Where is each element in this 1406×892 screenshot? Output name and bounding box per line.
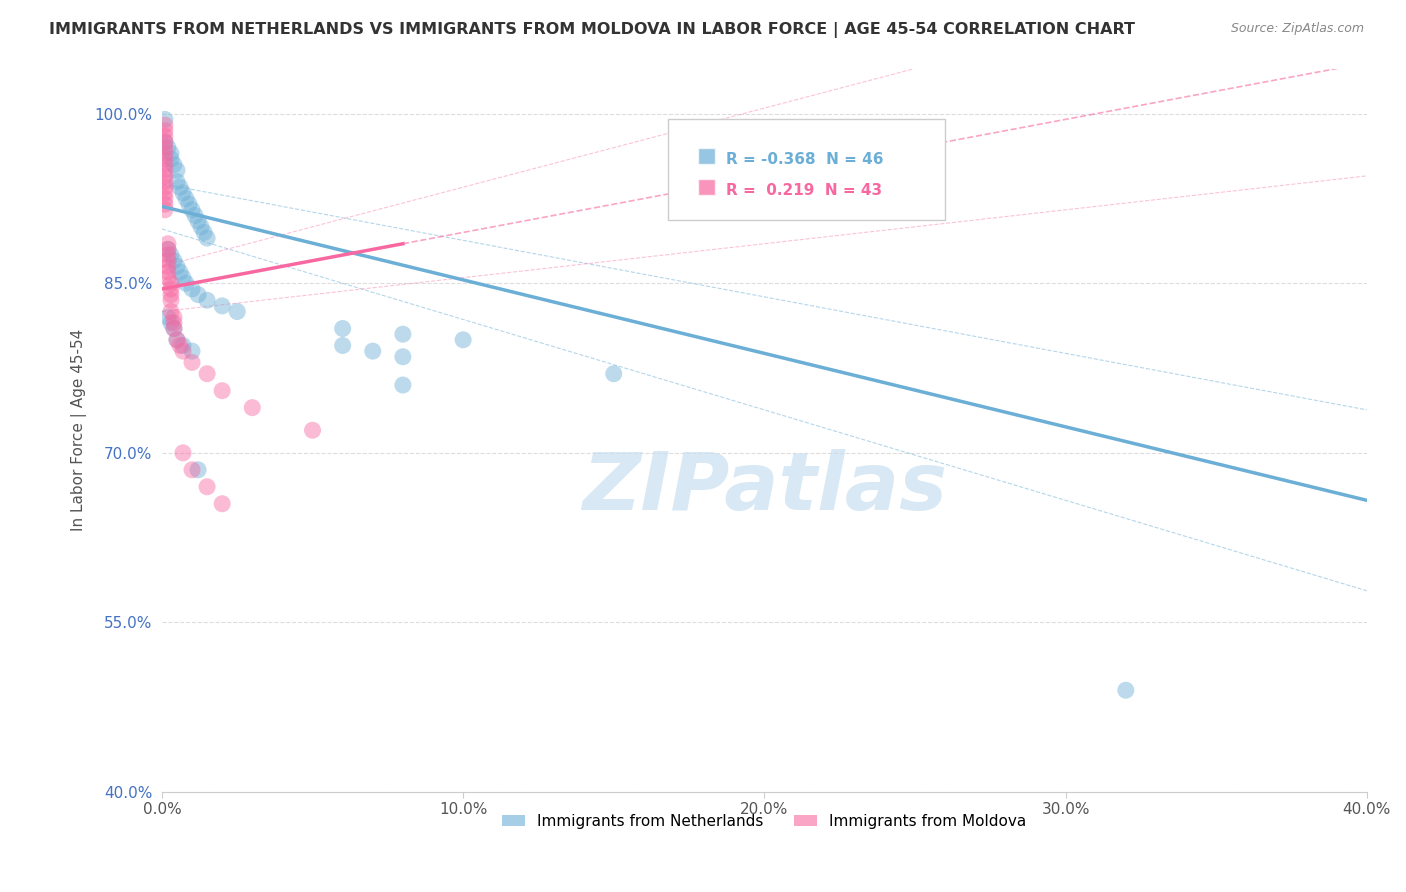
FancyBboxPatch shape	[699, 148, 716, 164]
Text: R =  0.219  N = 43: R = 0.219 N = 43	[725, 183, 882, 198]
Point	[160, 282, 183, 296]
Point	[172, 186, 194, 200]
Point	[153, 118, 176, 132]
Point	[156, 248, 179, 262]
FancyBboxPatch shape	[699, 179, 716, 195]
Point	[156, 141, 179, 155]
Point	[163, 316, 186, 330]
Point	[332, 321, 354, 335]
Point	[187, 214, 209, 228]
Point	[153, 112, 176, 127]
Point	[153, 197, 176, 211]
Point	[174, 277, 197, 291]
Point	[160, 304, 183, 318]
Point	[153, 129, 176, 144]
Point	[177, 197, 200, 211]
Point	[174, 192, 197, 206]
Point	[392, 378, 415, 392]
Point	[163, 310, 186, 325]
Point	[172, 270, 194, 285]
Point	[156, 265, 179, 279]
Point	[153, 192, 176, 206]
Text: Source: ZipAtlas.com: Source: ZipAtlas.com	[1230, 22, 1364, 36]
Point	[153, 135, 176, 149]
Point	[166, 333, 188, 347]
Point	[187, 463, 209, 477]
Point	[181, 344, 204, 359]
Point	[163, 321, 186, 335]
Point	[163, 253, 186, 268]
Point	[166, 333, 188, 347]
Point	[240, 401, 263, 415]
Point	[184, 209, 207, 223]
Y-axis label: In Labor Force | Age 45-54: In Labor Force | Age 45-54	[72, 329, 87, 532]
Point	[166, 163, 188, 178]
Point	[153, 163, 176, 178]
Point	[160, 146, 183, 161]
Point	[153, 146, 176, 161]
Legend: Immigrants from Netherlands, Immigrants from Moldova: Immigrants from Netherlands, Immigrants …	[496, 808, 1032, 835]
Point	[156, 243, 179, 257]
Text: IMMIGRANTS FROM NETHERLANDS VS IMMIGRANTS FROM MOLDOVA IN LABOR FORCE | AGE 45-5: IMMIGRANTS FROM NETHERLANDS VS IMMIGRANT…	[49, 22, 1135, 38]
Point	[153, 169, 176, 183]
Point	[169, 265, 191, 279]
Point	[226, 304, 249, 318]
Point	[156, 270, 179, 285]
Point	[160, 293, 183, 308]
Point	[190, 219, 212, 234]
Point	[153, 202, 176, 217]
Point	[156, 260, 179, 274]
Point	[163, 158, 186, 172]
Point	[160, 152, 183, 166]
Point	[153, 158, 176, 172]
Point	[392, 350, 415, 364]
Point	[181, 463, 204, 477]
Point	[195, 293, 218, 308]
Point	[172, 446, 194, 460]
Point	[153, 175, 176, 189]
Point	[166, 175, 188, 189]
Point	[1115, 683, 1137, 698]
Point	[160, 316, 183, 330]
Text: ZIPatlas: ZIPatlas	[582, 449, 946, 527]
Point	[153, 124, 176, 138]
Point	[193, 226, 215, 240]
Point	[163, 321, 186, 335]
Point	[156, 253, 179, 268]
Point	[160, 277, 183, 291]
Point	[169, 180, 191, 194]
Point	[392, 327, 415, 342]
Point	[153, 186, 176, 200]
Point	[211, 299, 233, 313]
Point	[153, 152, 176, 166]
Point	[153, 180, 176, 194]
Point	[166, 260, 188, 274]
FancyBboxPatch shape	[668, 120, 945, 220]
Point	[156, 243, 179, 257]
Point	[301, 423, 323, 437]
Text: R = -0.368  N = 46: R = -0.368 N = 46	[725, 153, 883, 167]
Point	[195, 367, 218, 381]
Point	[181, 355, 204, 369]
Point	[332, 338, 354, 352]
Point	[195, 231, 218, 245]
Point	[211, 384, 233, 398]
Point	[156, 310, 179, 325]
Point	[172, 344, 194, 359]
Point	[156, 236, 179, 251]
Point	[361, 344, 384, 359]
Point	[181, 202, 204, 217]
Point	[169, 338, 191, 352]
Point	[451, 333, 474, 347]
Point	[172, 338, 194, 352]
Point	[211, 497, 233, 511]
Point	[181, 282, 204, 296]
Point	[603, 367, 626, 381]
Point	[160, 248, 183, 262]
Point	[160, 287, 183, 301]
Point	[187, 287, 209, 301]
Point	[153, 141, 176, 155]
Point	[195, 480, 218, 494]
Point	[153, 135, 176, 149]
